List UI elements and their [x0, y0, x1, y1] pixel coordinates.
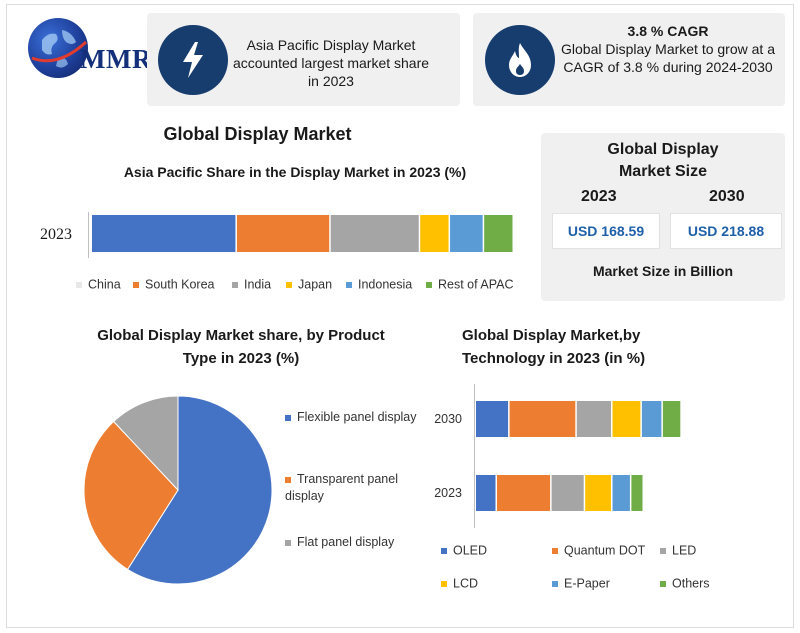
technology-bar-segment-e-paper-2023 — [612, 475, 630, 511]
apac-legend-item-rest-of-apac: Rest of APAC — [426, 277, 514, 292]
apac-legend-label: Rest of APAC — [438, 277, 514, 292]
technology-legend-label: Others — [672, 576, 710, 591]
pie-legend-item-transparent-panel-display: Transparent panel display — [285, 471, 420, 505]
technology-bar-segment-quantum-dot-2023 — [497, 475, 551, 511]
apac-legend-label: China — [88, 277, 121, 292]
technology-bar-segment-e-paper-2030 — [641, 401, 662, 437]
apac-bar-segment-china — [92, 215, 236, 252]
apac-legend-label: Japan — [298, 277, 333, 292]
apac-bar-segment-japan — [420, 215, 449, 252]
technology-bar-segment-led-2030 — [576, 401, 611, 437]
technology-stacked-bar-chart: 2030 2023 — [434, 384, 681, 528]
info-text-cagr: 3.8 % CAGR Global Display Market to grow… — [559, 22, 777, 76]
pie-legend-item-flexible-panel-display: Flexible panel display — [285, 409, 420, 426]
technology-legend-swatch — [660, 547, 666, 554]
technology-legend-swatch — [441, 580, 447, 587]
pie-legend-label: Flat panel display — [297, 535, 395, 550]
info-card-apac: Asia Pacific Display Market accounted la… — [147, 13, 460, 106]
pie-legend-label: Flexible panel display — [297, 410, 417, 425]
apac-bar-segment-india — [330, 215, 419, 252]
market-size-value-2023: USD 168.59 — [552, 213, 660, 249]
technology-legend-label: LCD — [453, 576, 479, 591]
apac-legend-item-china: China — [76, 277, 121, 292]
technology-legend-item-led: LED — [660, 543, 696, 558]
technology-legend-item-lcd: LCD — [441, 576, 478, 591]
apac-legend-swatch — [426, 281, 432, 288]
logo-text: MMR — [80, 44, 152, 74]
technology-legend-item-others: Others — [660, 576, 710, 591]
apac-legend-item-india: India — [232, 277, 271, 292]
technology-bar-segment-others-2030 — [662, 401, 681, 437]
technology-legend-label: OLED — [453, 543, 488, 558]
technology-bar-segment-led-2023 — [551, 475, 584, 511]
apac-legend-label: India — [244, 277, 272, 292]
product-type-chart-title: Global Display Market share, by Product … — [97, 327, 385, 367]
pie-slice-flat-panel-display — [112, 395, 179, 492]
apac-bar-segment-indonesia — [450, 215, 483, 252]
apac-legend-swatch — [346, 281, 352, 288]
apac-share-chart — [88, 212, 513, 258]
apac-legend-item-south-korea: South Korea — [133, 277, 215, 292]
apac-bar-segment-south-korea — [236, 215, 330, 252]
pie-legend-swatch — [285, 539, 291, 546]
pie-legend-label: Transparent panel display — [285, 472, 398, 504]
technology-legend-label: E-Paper — [564, 576, 610, 591]
pie-slice-flexible-panel-display — [126, 395, 273, 585]
technology-legend-swatch — [552, 547, 558, 554]
lightning-icon — [158, 25, 228, 95]
apac-chart-title: Asia Pacific Share in the Display Market… — [123, 164, 467, 180]
technology-bar-segment-oled-2023 — [476, 475, 496, 511]
technology-legend-label: LED — [672, 543, 697, 558]
technology-legend-item-oled: OLED — [441, 543, 487, 558]
apac-legend-swatch — [232, 281, 238, 288]
technology-legend-swatch — [660, 580, 666, 587]
apac-legend-swatch — [133, 281, 139, 288]
technology-year-label-2023: 2023 — [434, 486, 462, 500]
technology-legend-swatch — [552, 580, 558, 587]
market-size-title: Global Display Market Size — [607, 141, 719, 180]
pie-legend-swatch — [285, 414, 291, 421]
main-title: Global Display Market — [163, 124, 352, 144]
market-size-year-2030: 2030 — [709, 188, 745, 205]
apac-legend-item-indonesia: Indonesia — [346, 277, 412, 292]
apac-legend-label: Indonesia — [358, 277, 413, 292]
cagr-text: Global Display Market to grow at a CAGR … — [561, 41, 775, 75]
info-card-cagr: 3.8 % CAGR Global Display Market to grow… — [473, 13, 785, 106]
pie-legend-item-flat-panel-display: Flat panel display — [285, 534, 420, 551]
cagr-title: 3.8 % CAGR — [627, 23, 709, 39]
market-size-card: Global Display Market Size 2023 2030 USD… — [541, 133, 785, 301]
market-size-year-2023: 2023 — [581, 188, 617, 205]
apac-legend-label: South Korea — [145, 277, 215, 292]
technology-bar-segment-others-2023 — [631, 475, 643, 511]
apac-year-label: 2023 — [40, 226, 72, 243]
globe-icon — [28, 18, 88, 78]
infographic-frame — [6, 4, 794, 628]
flame-icon — [485, 25, 555, 95]
apac-bar-segment-rest-of-apac — [484, 215, 513, 252]
market-size-unit: Market Size in Billion — [592, 263, 734, 279]
technology-year-label-2030: 2030 — [434, 412, 462, 426]
pie-slice-transparent-panel-display — [83, 420, 179, 571]
technology-bar-segment-lcd-2030 — [612, 401, 641, 437]
technology-legend-label: Quantum DOT — [564, 543, 646, 558]
technology-legend-item-e-paper: E-Paper — [552, 576, 610, 591]
technology-bar-segment-oled-2030 — [476, 401, 509, 437]
technology-chart-title: Global Display Market,by Technology in 2… — [462, 327, 646, 367]
technology-bar-segment-lcd-2023 — [585, 475, 611, 511]
product-type-pie-chart — [83, 395, 273, 585]
technology-bar-segment-quantum-dot-2030 — [509, 401, 576, 437]
apac-legend-item-japan: Japan — [286, 277, 332, 292]
technology-legend-swatch — [441, 547, 447, 554]
apac-legend-swatch — [286, 281, 292, 288]
technology-legend-item-quantum-dot: Quantum DOT — [552, 543, 645, 558]
apac-legend-swatch — [76, 281, 82, 288]
info-text-apac: Asia Pacific Display Market accounted la… — [232, 37, 430, 89]
pie-legend-swatch — [285, 476, 291, 483]
market-size-value-2030: USD 218.88 — [670, 213, 782, 249]
logo: MMR — [18, 14, 151, 86]
